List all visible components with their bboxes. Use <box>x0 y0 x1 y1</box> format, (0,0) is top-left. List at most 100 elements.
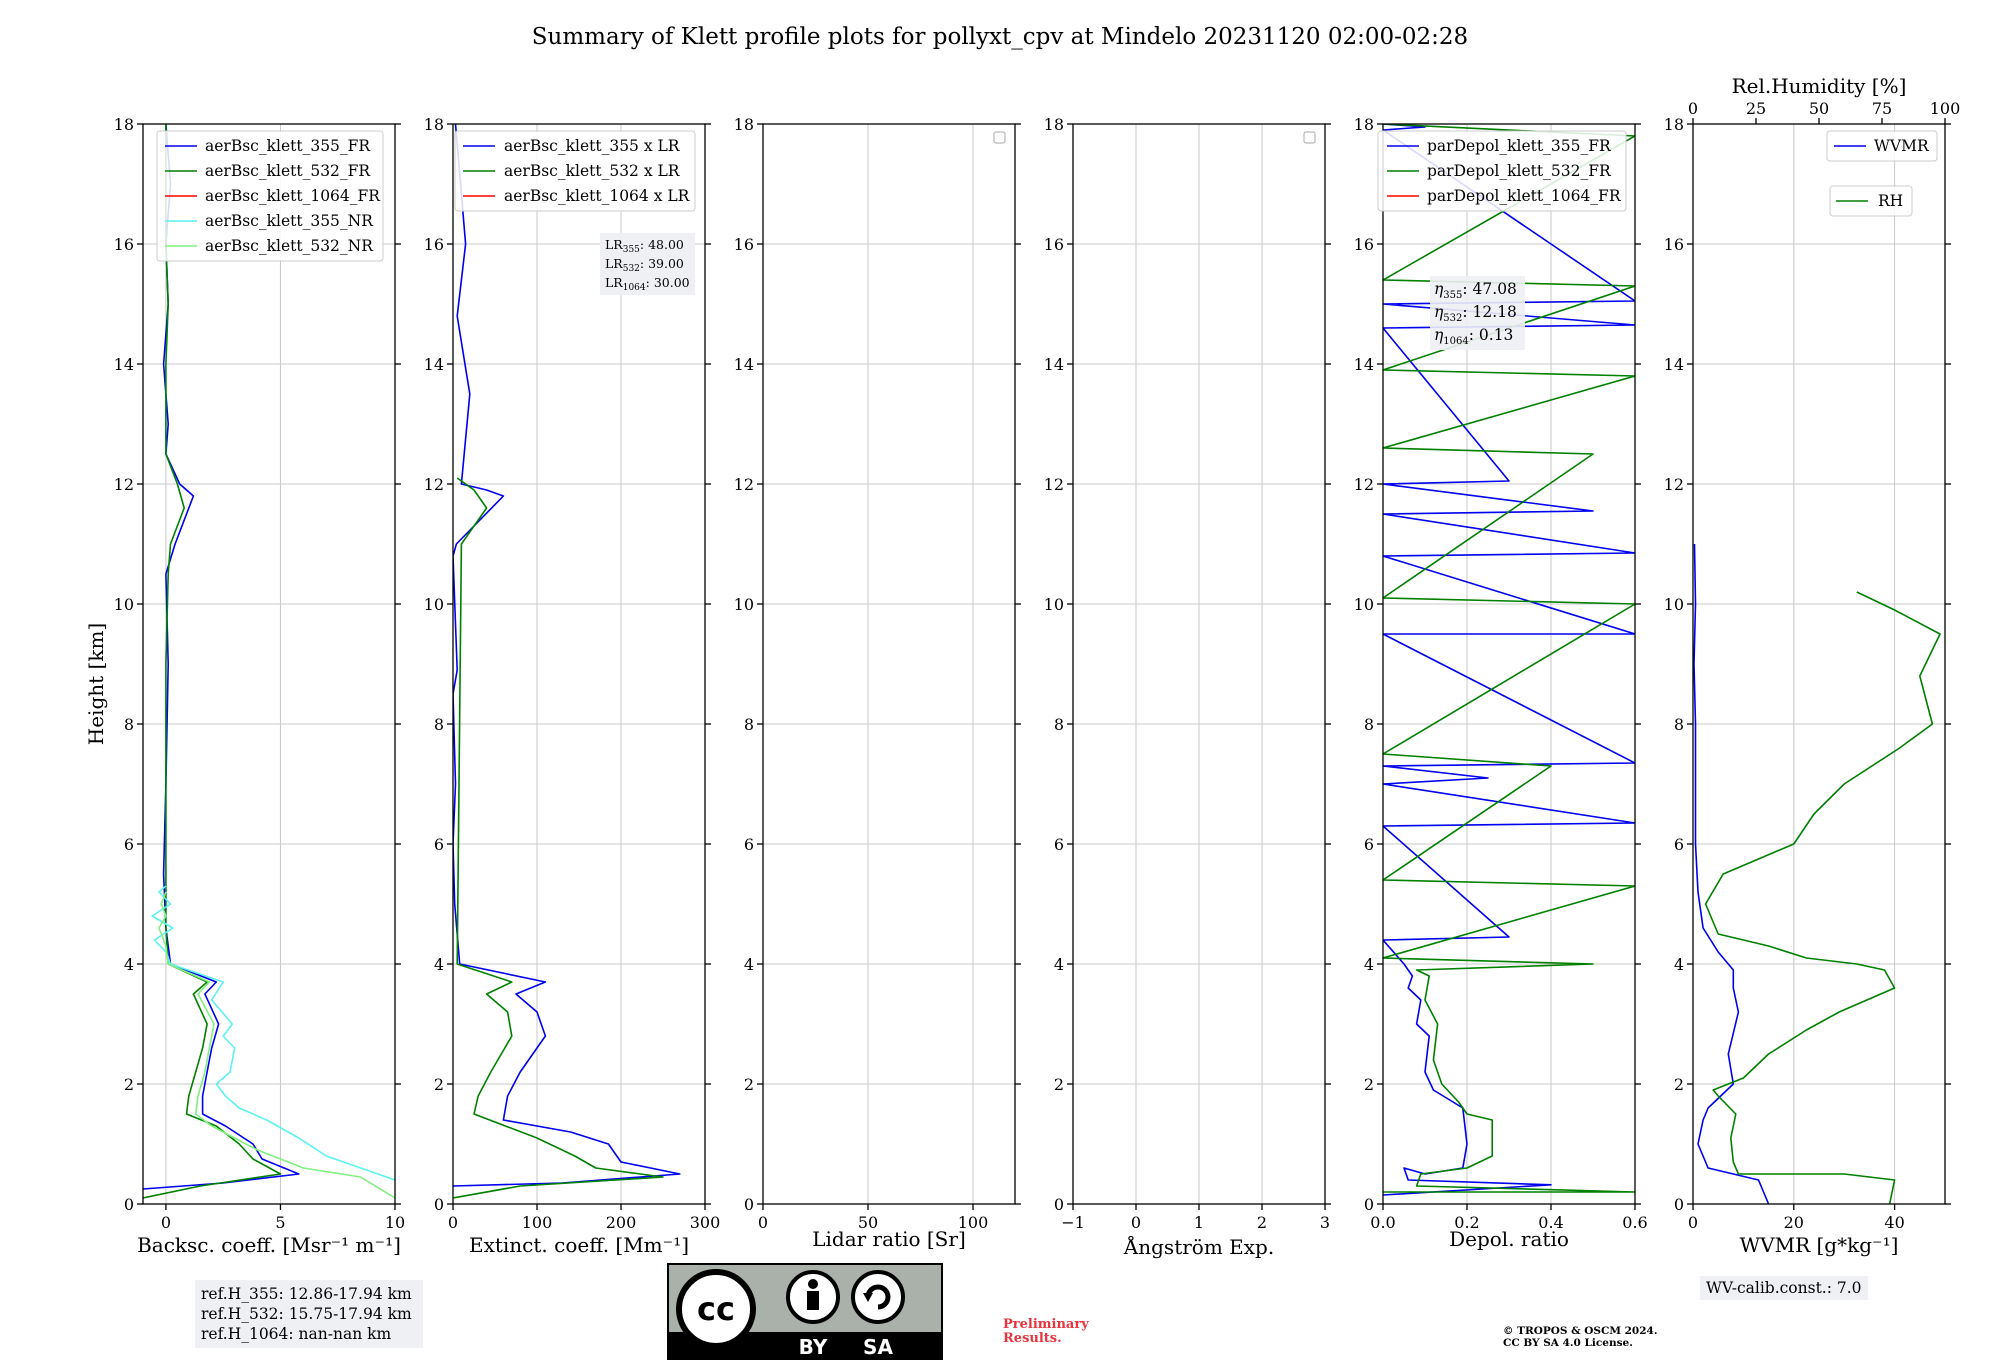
y-tick-label: 16 <box>114 235 134 254</box>
y-tick-label: 18 <box>1664 115 1684 134</box>
y-tick-label: 2 <box>744 1075 754 1094</box>
x-tick-label: 3 <box>1320 1213 1330 1232</box>
y-tick-label: 12 <box>424 475 444 494</box>
wv-ticks: 0 20 40 0 2 4 6 8 10 12 14 16 18 <box>1664 115 1951 1232</box>
x-tick-label: 200 <box>606 1213 637 1232</box>
y-tick-label: 4 <box>124 955 134 974</box>
y-tick-label: 14 <box>1044 355 1064 374</box>
extinction-panel: 0 100 200 300 0 2 4 6 8 10 12 14 16 18 Extinct. coeff… <box>424 115 721 1257</box>
lidar-ratio-xlabel: Lidar ratio [Sr] <box>812 1227 966 1251</box>
y-tick-label: 0 <box>1364 1195 1374 1214</box>
extinction-legend: aerBsc_klett_355 x LR aerBsc_klett_532 x… <box>454 130 696 212</box>
y-tick-label: 12 <box>1354 475 1374 494</box>
y-axis-label: Height [km] <box>84 623 108 745</box>
backscatter-legend: aerBsc_klett_355_FR aerBsc_klett_532_FR … <box>156 130 384 262</box>
rh-top-ticks: 0 25 50 75 100 <box>1688 99 1960 124</box>
y-tick-label: 18 <box>1044 115 1064 134</box>
angstrom-xlabel: Ångström Exp. <box>1123 1234 1274 1259</box>
y-tick-label: 14 <box>1354 355 1374 374</box>
legend-item: aerBsc_klett_355_FR <box>205 137 371 155</box>
figure-title: Summary of Klett profile plots for polly… <box>532 24 1468 50</box>
cc-glyph: cc <box>697 1290 735 1328</box>
y-tick-label: 10 <box>734 595 754 614</box>
rh-top-label: Rel.Humidity [%] <box>1732 74 1907 98</box>
y-tick-label: 16 <box>1044 235 1064 254</box>
lidar-ratio-box: LR355: 48.00 LR532: 39.00 LR1064: 30.00 <box>600 233 695 295</box>
series-line-parDepol_klett_532_FR <box>1383 124 1635 1193</box>
eta-box: η355: 47.08 η532: 12.18 η1064: 0.13 <box>1430 276 1525 350</box>
x-tick-label: 300 <box>690 1213 721 1232</box>
wv-calib-box: WV-calib.const.: 7.0 <box>1700 1276 1868 1300</box>
y-tick-label: 14 <box>1664 355 1684 374</box>
ref-height-box: ref.H_355: 12.86-17.94 km ref.H_532: 15.… <box>195 1280 423 1348</box>
lidar-ratio-ticks: 0 50 100 0 2 4 6 8 10 12 14 16 18 <box>734 115 1021 1232</box>
lidar-ratio-panel: 0 50 100 0 2 4 6 8 10 12 14 16 18 Lidar ratio [Sr] <box>734 115 1021 1251</box>
top-x-tick-label: 0 <box>1688 99 1698 118</box>
y-tick-label: 8 <box>1054 715 1064 734</box>
cc-icon <box>676 1269 756 1349</box>
lidar-ratio-frame <box>762 123 1016 1205</box>
x-tick-label: 0 <box>161 1213 171 1232</box>
legend-item: aerBsc_klett_355_NR <box>205 212 374 230</box>
y-tick-label: 8 <box>1364 715 1374 734</box>
sa-share-alike-icon <box>851 1270 905 1324</box>
ref-height-355: ref.H_355: 12.86-17.94 km <box>201 1285 412 1303</box>
legend-box <box>156 130 384 262</box>
legend-box <box>454 130 696 212</box>
y-tick-label: 12 <box>1044 475 1064 494</box>
top-x-tick-label: 100 <box>1930 99 1961 118</box>
by-icon-head <box>808 1279 818 1289</box>
y-tick-label: 2 <box>124 1075 134 1094</box>
y-tick-label: 16 <box>424 235 444 254</box>
legend-box <box>1826 130 1938 162</box>
extinction-frame <box>452 123 706 1205</box>
backscatter-grid <box>143 123 396 1205</box>
y-tick-label: 16 <box>1664 235 1684 254</box>
wv-series <box>1693 543 1941 1204</box>
sa-icon-arrow <box>865 1284 891 1310</box>
y-tick-label: 10 <box>1354 595 1374 614</box>
depol-panel: 0.0 0.2 0.4 0.6 0 2 4 6 8 10 12 14 16 18 Depol. ratio… <box>1354 115 1648 1251</box>
sa-icon-arrowhead <box>863 1293 873 1302</box>
copyright-line: © TROPOS & OSCM 2024. <box>1503 1325 1658 1337</box>
y-tick-label: 10 <box>424 595 444 614</box>
preliminary-note: Preliminary Results. <box>1003 1318 1089 1346</box>
wv-legend: WVMR RH <box>1826 130 1938 217</box>
lr-box-bg <box>600 233 695 295</box>
backscatter-ticks: 0 5 10 0 2 4 6 8 10 12 14 16 18 <box>114 115 406 1232</box>
x-tick-label: 0 <box>1131 1213 1141 1232</box>
legend-item: parDepol_klett_355_FR <box>1427 137 1612 155</box>
x-tick-label: 100 <box>958 1213 989 1232</box>
legend-item: aerBsc_klett_532_NR <box>205 237 374 255</box>
extinction-xlabel: Extinct. coeff. [Mm⁻¹] <box>469 1233 689 1257</box>
legend-item: aerBsc_klett_532 x LR <box>504 162 681 180</box>
y-tick-label: 6 <box>1054 835 1064 854</box>
by-label: BY <box>799 1335 828 1359</box>
legend-item: RH <box>1878 192 1903 210</box>
legend-item: parDepol_klett_1064_FR <box>1427 187 1622 205</box>
y-tick-label: 4 <box>744 955 754 974</box>
top-x-tick-label: 75 <box>1872 99 1892 118</box>
y-tick-label: 6 <box>434 835 444 854</box>
cc-by-sa-logo: cc BY SA <box>667 1263 943 1360</box>
copyright-line: CC BY SA 4.0 License. <box>1503 1337 1633 1349</box>
x-tick-label: 10 <box>385 1213 405 1232</box>
x-tick-label: 40 <box>1884 1213 1904 1232</box>
y-tick-label: 12 <box>734 475 754 494</box>
eta-box-bg <box>1430 276 1525 350</box>
y-tick-label: 14 <box>114 355 134 374</box>
x-tick-label: 0.6 <box>1622 1213 1647 1232</box>
legend-item: aerBsc_klett_1064_FR <box>205 187 381 205</box>
y-tick-label: 16 <box>734 235 754 254</box>
y-tick-label: 8 <box>124 715 134 734</box>
top-x-tick-label: 50 <box>1809 99 1829 118</box>
y-tick-label: 2 <box>434 1075 444 1094</box>
ref-height-532: ref.H_532: 15.75-17.94 km <box>201 1305 412 1323</box>
y-tick-label: 10 <box>114 595 134 614</box>
x-tick-label: 5 <box>275 1213 285 1232</box>
y-tick-label: 0 <box>434 1195 444 1214</box>
x-tick-label: 100 <box>522 1213 553 1232</box>
series-line-WVMR <box>1693 543 1770 1204</box>
